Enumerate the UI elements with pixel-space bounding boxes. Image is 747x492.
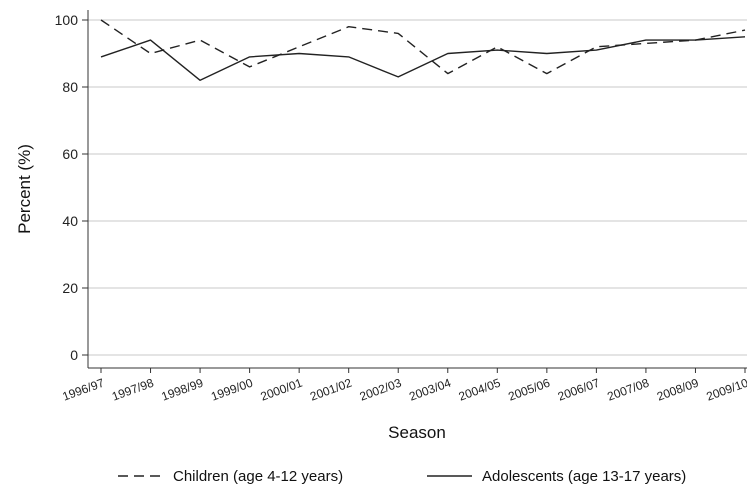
- y-tick-label: 0: [70, 347, 78, 363]
- x-tick-label: 2001/02: [308, 376, 354, 404]
- x-tick-label: 2003/04: [407, 376, 453, 404]
- x-tick-label: 2007/08: [605, 376, 651, 404]
- series-lines: [100, 19, 746, 82]
- grid-lines: [88, 19, 747, 356]
- x-tick-label: 1997/98: [110, 376, 156, 404]
- x-tick-label: 2008/09: [655, 376, 701, 404]
- x-tick-label: 1999/00: [209, 376, 255, 404]
- series-line-children: [100, 19, 746, 75]
- x-tick-label: 2006/07: [556, 376, 602, 404]
- series-line-adolescents: [100, 36, 746, 82]
- y-tick-label: 100: [55, 12, 79, 28]
- legend-children-label: Children (age 4-12 years): [173, 468, 343, 485]
- y-tick-label: 20: [62, 280, 78, 296]
- x-tick-label: 2005/06: [506, 376, 552, 404]
- x-axis-title: Season: [388, 423, 446, 442]
- y-axis-title: Percent (%): [15, 144, 34, 234]
- x-tick-label: 2004/05: [457, 376, 503, 404]
- x-tick-label: 1998/99: [160, 376, 206, 404]
- x-axis-ticks: 1996/97 1997/98 1998/99 1999/00 2000/01 2001/…: [60, 368, 747, 404]
- x-tick-label: 2000/01: [259, 376, 305, 404]
- legend: Children (age 4-12 years) Adolescents (a…: [118, 468, 686, 485]
- x-tick-label: 1996/97: [60, 376, 106, 404]
- y-tick-label: 80: [62, 79, 78, 95]
- y-tick-label: 40: [62, 213, 78, 229]
- x-tick-label: 2009/10: [704, 376, 747, 404]
- legend-adolescents-label: Adolescents (age 13-17 years): [482, 468, 686, 485]
- axes: [87, 10, 747, 369]
- y-tick-label: 60: [62, 146, 78, 162]
- x-tick-label: 2002/03: [358, 376, 404, 404]
- y-axis-ticks: 0 20 40 60 80 100: [55, 12, 88, 363]
